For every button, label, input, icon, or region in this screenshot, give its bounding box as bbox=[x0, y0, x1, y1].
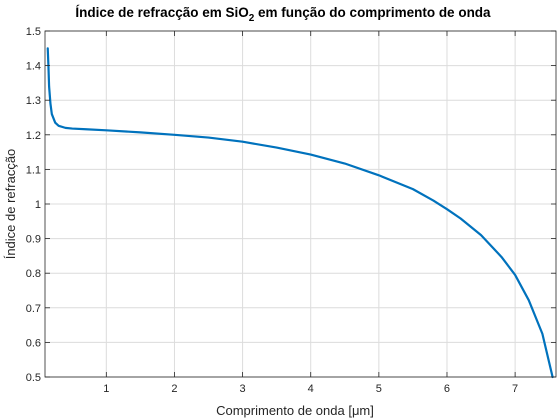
y-tick-label: 1 bbox=[35, 199, 41, 211]
y-tick-label: 0.9 bbox=[26, 234, 41, 246]
y-tick-label: 1.3 bbox=[26, 95, 41, 107]
x-tick-label: 2 bbox=[171, 383, 177, 395]
y-tick-label: 0.6 bbox=[26, 337, 41, 349]
y-tick-label: 1.5 bbox=[26, 26, 41, 38]
y-tick-label: 0.5 bbox=[26, 372, 41, 384]
x-tick-label: 1 bbox=[103, 383, 109, 395]
y-tick-label: 1.1 bbox=[26, 164, 41, 176]
y-tick-label: 0.7 bbox=[26, 303, 41, 315]
x-tick-label: 7 bbox=[512, 383, 518, 395]
ticks: 1 2 3 4 5 6 7 0.5 0.6 0.7 0.8 0.9 1 1.1 1.2 1.3 1.4 1.5 bbox=[26, 26, 556, 395]
chart-title: Índice de refracção em SiO2 em função do… bbox=[75, 5, 491, 24]
x-tick-label: 6 bbox=[444, 383, 450, 395]
x-tick-label: 4 bbox=[308, 383, 314, 395]
series-line bbox=[46, 47, 554, 379]
x-axis-label: Comprimento de onda [μm] bbox=[216, 403, 374, 418]
y-tick-label: 0.8 bbox=[26, 268, 41, 280]
y-tick-label: 1.4 bbox=[26, 61, 41, 73]
data-layer bbox=[46, 47, 554, 379]
y-tick-label: 1.2 bbox=[26, 130, 41, 142]
y-axis-label: Índice de refracção bbox=[3, 149, 18, 260]
x-tick-label: 5 bbox=[376, 383, 382, 395]
x-tick-label: 3 bbox=[240, 383, 246, 395]
